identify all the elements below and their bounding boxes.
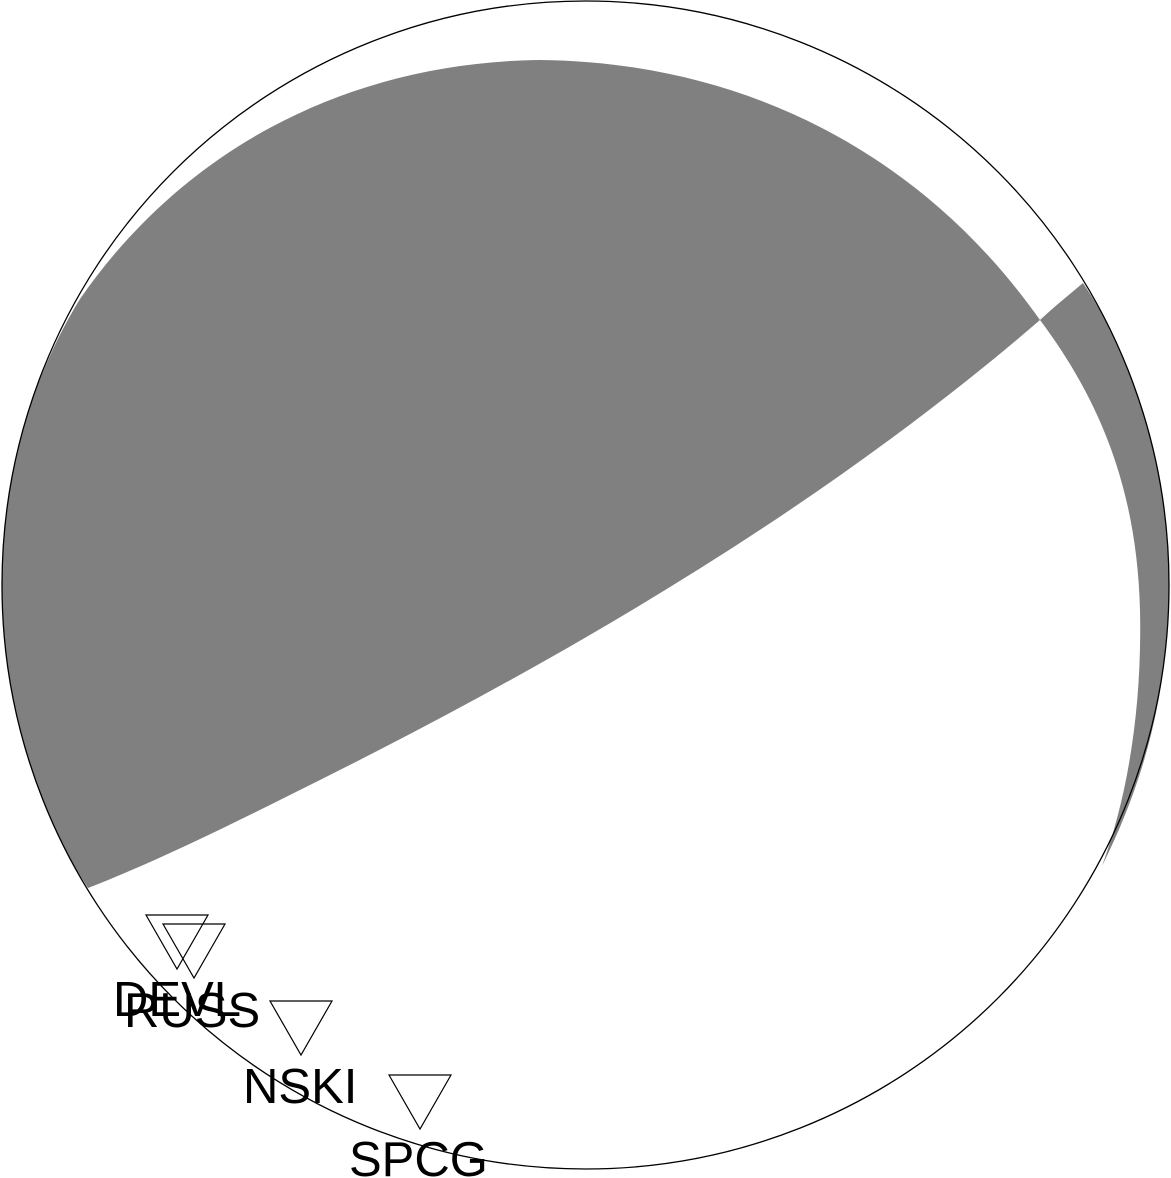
station-nski: NSKI — [243, 1000, 357, 1114]
compression-lobe-right-edge — [1040, 283, 1169, 866]
station-russ-label: RUSS — [124, 984, 260, 1038]
station-devl-down-triangle-icon — [144, 914, 210, 971]
station-spcg-down-triangle-icon — [387, 1074, 453, 1131]
station-russ: RUSS — [124, 923, 260, 1038]
compression-lobe-upper-left — [2, 60, 1040, 888]
station-russ-down-triangle-icon — [161, 923, 227, 980]
station-devl: DEVL — [113, 914, 241, 1027]
station-devl-label: DEVL — [113, 973, 241, 1027]
station-spcg-label: SPCG — [349, 1133, 488, 1178]
station-nski-down-triangle-icon — [268, 1000, 334, 1057]
station-nski-label: NSKI — [243, 1060, 357, 1114]
station-spcg: SPCG — [349, 1074, 488, 1178]
